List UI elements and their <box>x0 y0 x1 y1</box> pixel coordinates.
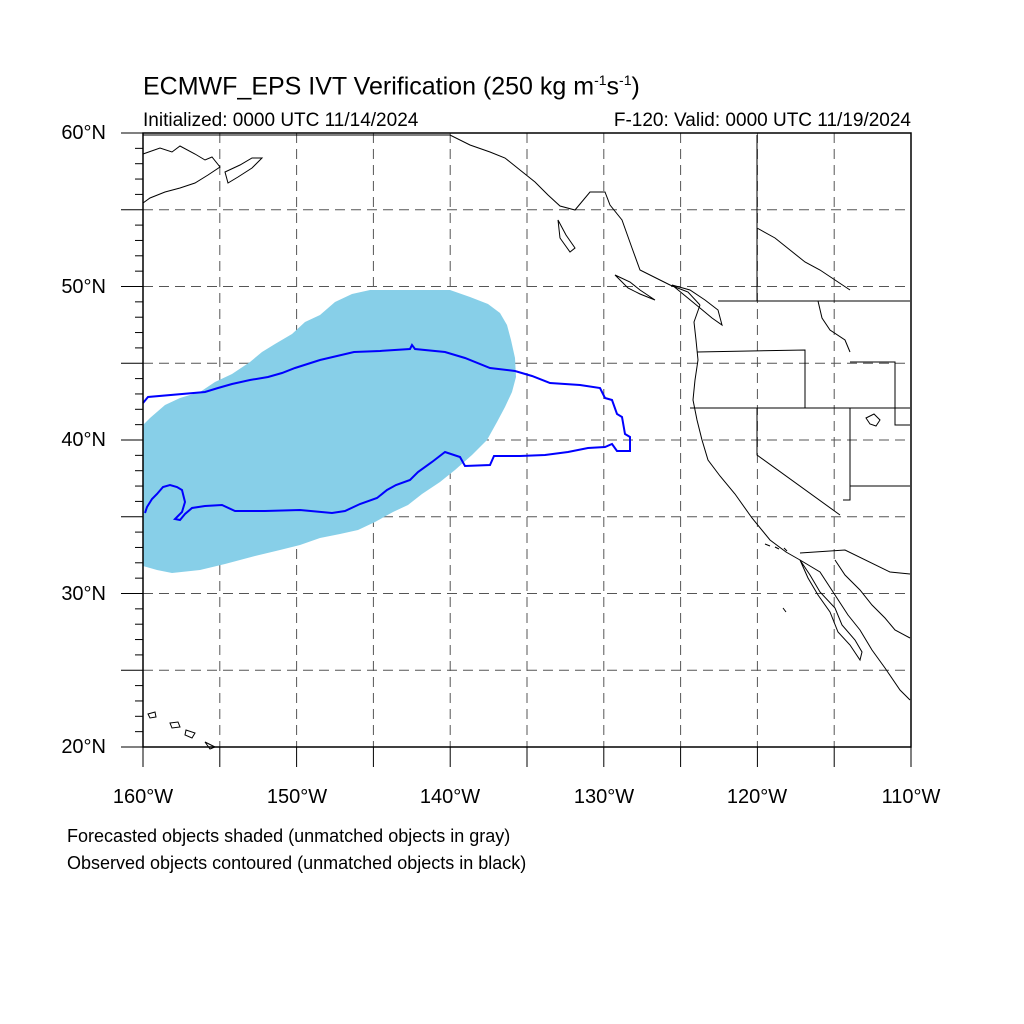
legend-note-observed: Observed objects contoured (unmatched ob… <box>67 853 527 873</box>
y-tick-label: 20°N <box>61 736 106 758</box>
y-tick-label: 50°N <box>61 276 106 298</box>
valid-time-label: F-120: Valid: 0000 UTC 11/19/2024 <box>613 110 911 131</box>
chart-title: ECMWF_EPS IVT Verification (250 kg m-1s-… <box>143 72 640 101</box>
x-tick-label: 130°W <box>573 786 635 808</box>
political-borders <box>690 135 911 575</box>
coastlines <box>142 134 911 750</box>
x-tick-label: 110°W <box>881 786 941 808</box>
legend-note-forecast: Forecasted objects shaded (unmatched obj… <box>67 826 511 846</box>
observed-object-contour <box>142 343 631 522</box>
y-tick-label: 40°N <box>61 429 106 451</box>
x-tick-label: 160°W <box>112 786 174 808</box>
y-tick-label: 30°N <box>61 583 106 605</box>
y-tick-label: 60°N <box>61 122 106 144</box>
initialized-label: Initialized: 0000 UTC 11/14/2024 <box>143 110 419 131</box>
x-tick-label: 120°W <box>726 786 788 808</box>
axis-ticks <box>121 132 912 767</box>
x-tick-label: 140°W <box>419 786 481 808</box>
x-tick-label: 150°W <box>266 786 328 808</box>
forecast-object <box>143 290 516 573</box>
